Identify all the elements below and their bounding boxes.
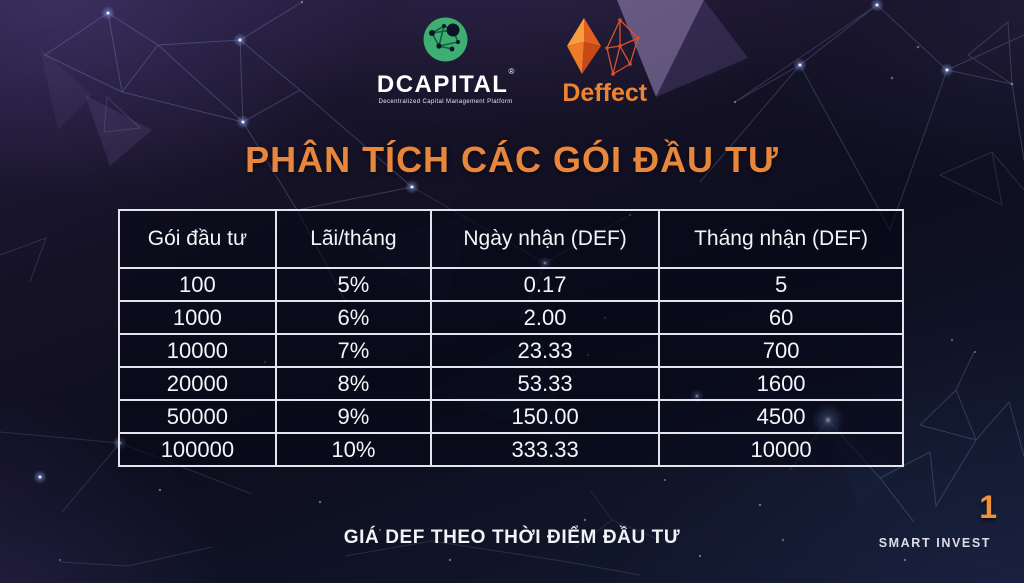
- column-header-thang-nhan: Tháng nhận (DEF): [658, 209, 904, 269]
- table-cell: 10%: [274, 432, 433, 467]
- table-cell: 700: [658, 333, 904, 368]
- table-cell: 6%: [274, 300, 433, 335]
- table-row: 1000 6% 2.00 60: [118, 300, 904, 335]
- table-cell: 100000: [118, 432, 277, 467]
- table-row: 100000 10% 333.33 10000: [118, 432, 904, 467]
- table-cell: 8%: [274, 366, 433, 401]
- investment-packages-table: Gói đầu tư Lãi/tháng Ngày nhận (DEF) Thá…: [118, 209, 904, 467]
- slide-caption: GIÁ DEF THEO THỜI ĐIỂM ĐẦU TƯ: [343, 527, 681, 548]
- table-cell: 60: [658, 300, 904, 335]
- table-cell: 53.33: [430, 366, 661, 401]
- dcapital-logo: DCAPITAL® Decentralized Capital Manageme…: [377, 16, 514, 106]
- deffect-wordmark: Deffect: [562, 79, 648, 107]
- table-cell: 100: [118, 267, 277, 302]
- table-cell: 9%: [274, 399, 433, 434]
- table-cell: 23.33: [430, 333, 661, 368]
- logo-row: DCAPITAL® Decentralized Capital Manageme…: [0, 16, 1024, 106]
- table-cell: 5: [658, 267, 904, 302]
- table-row: 50000 9% 150.00 4500: [118, 399, 904, 434]
- dcapital-name: DCAPITAL: [376, 71, 509, 98]
- table-cell: 7%: [274, 333, 433, 368]
- table-cell: 0.17: [430, 267, 661, 302]
- table-header-row: Gói đầu tư Lãi/tháng Ngày nhận (DEF) Thá…: [118, 209, 904, 269]
- table-cell: 333.33: [430, 432, 661, 467]
- table-cell: 150.00: [430, 399, 661, 434]
- table-cell: 5%: [274, 267, 433, 302]
- table-cell: 10000: [658, 432, 904, 467]
- table-row: 20000 8% 53.33 1600: [118, 366, 904, 401]
- dcapital-globe-icon: [423, 17, 468, 62]
- registered-trademark-mark: ®: [508, 67, 515, 76]
- column-header-lai-thang: Lãi/tháng: [274, 209, 433, 269]
- brand-smart-invest: SMART INVEST: [878, 536, 991, 550]
- slide-title: PHÂN TÍCH CÁC GÓI ĐẦU TƯ: [245, 139, 779, 180]
- table-row: 100 5% 0.17 5: [118, 267, 904, 302]
- deffect-logo: Deffect: [562, 16, 647, 106]
- table-cell: 50000: [118, 399, 277, 434]
- dcapital-wordmark: DCAPITAL®: [377, 68, 514, 97]
- column-header-ngay-nhan: Ngày nhận (DEF): [430, 209, 661, 269]
- page-number: 1: [979, 489, 997, 525]
- deffect-diamond-icon: [566, 18, 640, 76]
- table-cell: 1600: [658, 366, 904, 401]
- table-cell: 1000: [118, 300, 277, 335]
- table-row: 10000 7% 23.33 700: [118, 333, 904, 368]
- table-cell: 10000: [118, 333, 277, 368]
- table-cell: 20000: [118, 366, 277, 401]
- table-cell: 2.00: [430, 300, 661, 335]
- column-header-goi-dau-tu: Gói đầu tư: [118, 209, 277, 269]
- table-cell: 4500: [658, 399, 904, 434]
- dcapital-tagline: Decentralized Capital Management Platfor…: [378, 99, 513, 105]
